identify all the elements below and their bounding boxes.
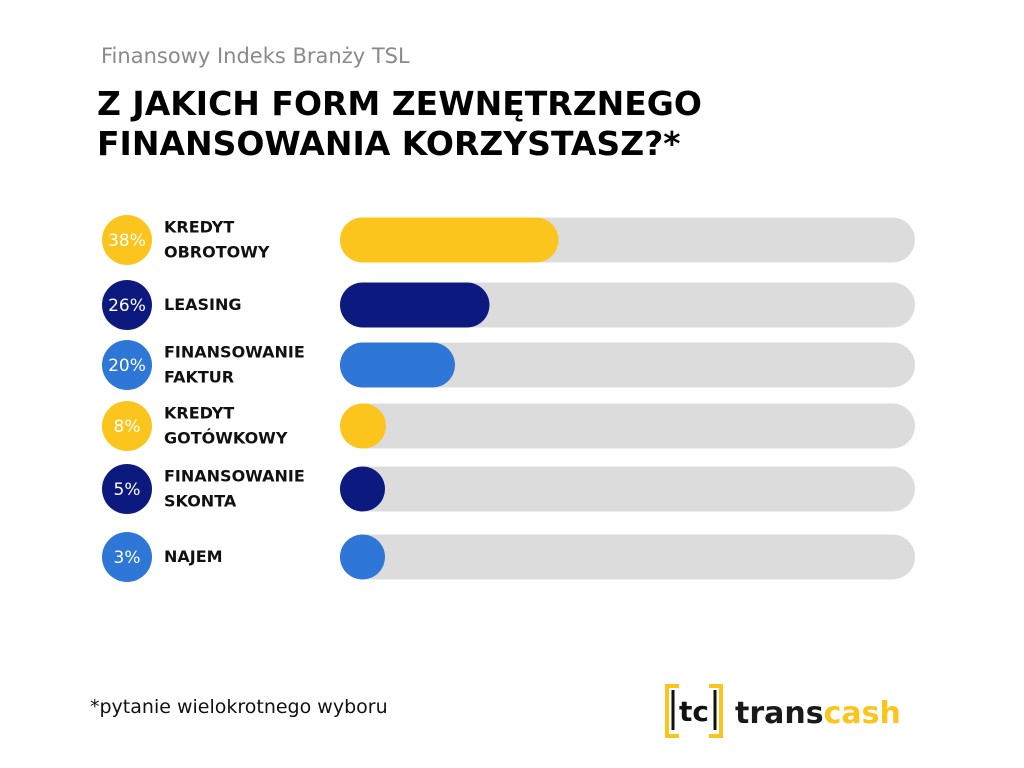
logo-text: transcash — [735, 696, 901, 731]
value-label: 8% — [114, 417, 141, 437]
logo-mark: tc — [679, 695, 709, 728]
value-label: 20% — [108, 356, 146, 376]
logo-text-2: cash — [824, 696, 901, 731]
logo: tc transcash — [665, 684, 901, 738]
value-label: 26% — [108, 296, 146, 316]
logo-bracket — [665, 684, 723, 738]
logo-bracket — [671, 690, 717, 730]
bar-track — [340, 342, 915, 388]
category-label: LEASING — [164, 295, 242, 314]
bar — [340, 342, 455, 388]
value-badge — [102, 401, 152, 451]
value-label: 38% — [108, 231, 146, 251]
logo-text-1: trans — [735, 696, 824, 731]
bar — [340, 282, 490, 328]
chart-title: Z JAKICH FORM ZEWNĘTRZNEGO FINANSOWANIA … — [97, 84, 702, 163]
bar-track — [340, 403, 915, 449]
value-badge — [102, 532, 152, 582]
value-badge — [102, 215, 152, 265]
bar-track — [340, 466, 915, 512]
bar — [340, 534, 385, 580]
category-label: KREDYT GOTÓWKOWY — [164, 403, 288, 447]
value-label: 5% — [114, 480, 141, 500]
footnote: *pytanie wielokrotnego wyboru — [90, 696, 388, 718]
bar — [340, 403, 386, 449]
value-badge — [102, 280, 152, 330]
bar — [340, 217, 559, 263]
chart: 38% KREDYT OBROTOWY 26% LEASING 20% FINANSOWAN… — [102, 215, 915, 582]
category-label: FINANSOWANIE FAKTUR — [164, 342, 305, 386]
category-label: NAJEM — [164, 547, 223, 566]
subtitle: Finansowy Indeks Branży TSL — [101, 44, 410, 68]
value-label: 3% — [114, 548, 141, 568]
value-badge — [102, 340, 152, 390]
bar — [340, 466, 385, 512]
bar-track — [340, 534, 915, 580]
category-label: FINANSOWANIE SKONTA — [164, 466, 305, 510]
category-label: KREDYT OBROTOWY — [164, 217, 270, 261]
value-badge — [102, 464, 152, 514]
